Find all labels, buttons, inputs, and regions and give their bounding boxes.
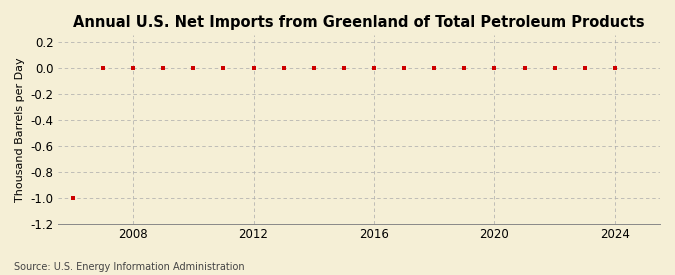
Title: Annual U.S. Net Imports from Greenland of Total Petroleum Products: Annual U.S. Net Imports from Greenland o… xyxy=(73,15,645,30)
Text: Source: U.S. Energy Information Administration: Source: U.S. Energy Information Administ… xyxy=(14,262,244,272)
Y-axis label: Thousand Barrels per Day: Thousand Barrels per Day xyxy=(15,57,25,202)
